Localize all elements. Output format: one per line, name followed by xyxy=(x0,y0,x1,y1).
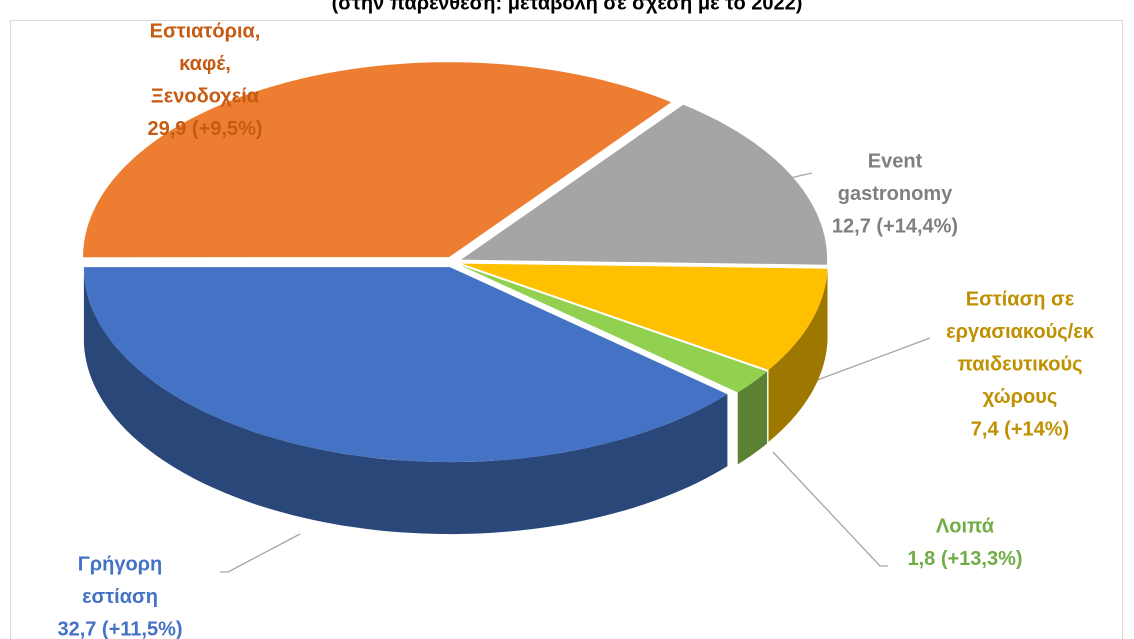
chart-subtitle: (στην παρένθεση: μεταβολή σε σχέση με το… xyxy=(332,0,803,14)
value-label: 29,9 (+9,5%) xyxy=(147,118,262,140)
value-label: 32,7 (+11,5%) xyxy=(57,618,182,639)
slice-side xyxy=(83,267,728,535)
slice xyxy=(461,104,828,265)
category-label: gastronomy xyxy=(838,183,953,205)
category-label: Ξενοδοχεία xyxy=(151,85,260,107)
leader-line xyxy=(772,451,888,567)
slice-side xyxy=(768,268,828,442)
slice xyxy=(460,265,768,393)
value-label: 7,4 (+14%) xyxy=(971,418,1069,440)
category-label: χώρους xyxy=(983,386,1058,408)
value-label: 12,7 (+14,4%) xyxy=(832,215,958,237)
category-label: εργασιακούς/εκ xyxy=(946,321,1095,343)
category-label: Λοιπά xyxy=(936,515,995,537)
pie-tops xyxy=(83,62,828,463)
slice xyxy=(83,267,728,463)
category-label: Εστιατόρια, xyxy=(150,20,261,42)
category-label: Γρήγορη xyxy=(78,553,163,575)
pie-sides xyxy=(83,260,828,535)
category-label: εστίαση xyxy=(82,586,158,608)
category-label: Event xyxy=(868,150,923,172)
category-label: παιδευτικούς xyxy=(957,353,1082,375)
category-label: Εστίαση σε xyxy=(966,288,1075,310)
slice xyxy=(461,263,828,370)
value-label: 1,8 (+13,3%) xyxy=(907,548,1022,570)
slice xyxy=(83,62,672,258)
leader-line xyxy=(220,533,301,573)
category-label: καφέ, xyxy=(179,53,231,75)
leader-line xyxy=(811,337,931,383)
slice-side xyxy=(737,371,768,465)
